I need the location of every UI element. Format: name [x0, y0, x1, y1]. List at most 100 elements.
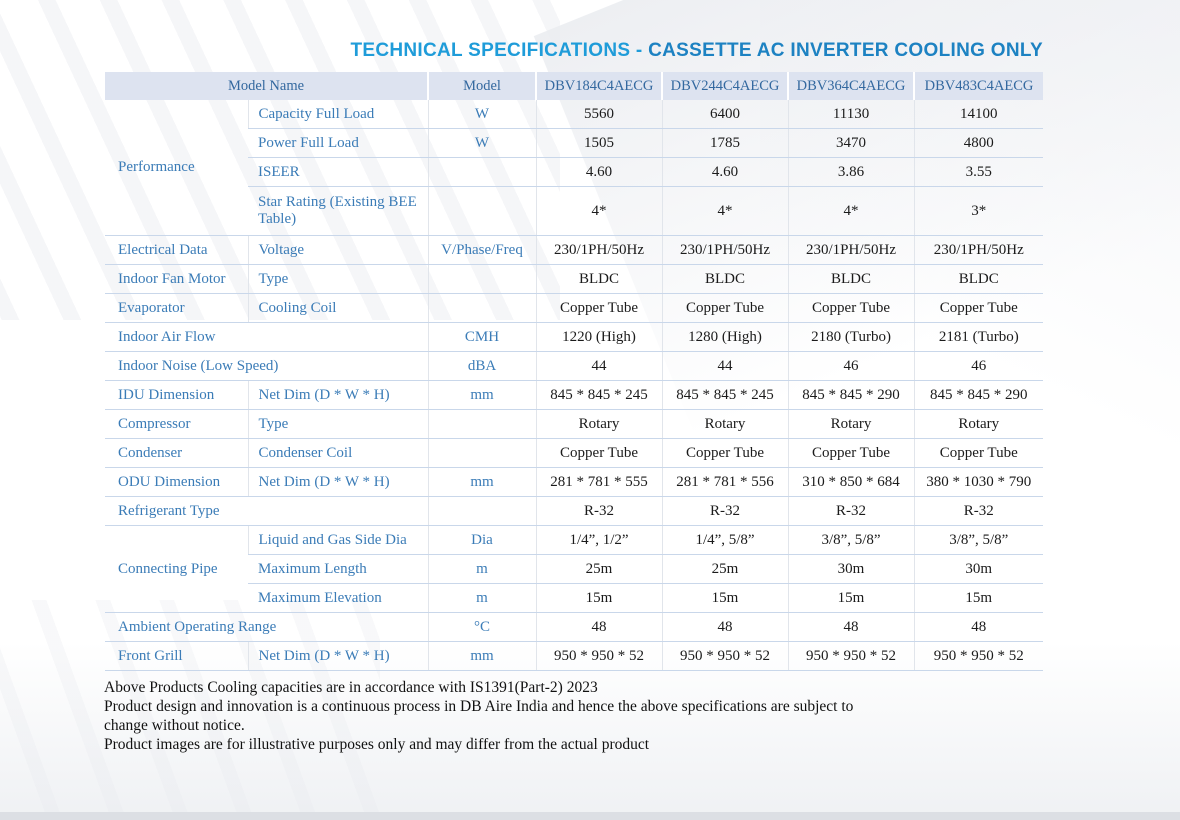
header-model-label: Model — [427, 72, 537, 100]
header-model-1: DBV184C4AECG — [535, 72, 663, 100]
page-title-prefix: TECHNICAL SPECIFICATIONS - — [350, 40, 649, 61]
value-cell: BLDC — [661, 264, 789, 294]
value-cell: 46 — [913, 351, 1044, 381]
table-row: Indoor Air Flow CMH 1220 (High) 1280 (High)… — [105, 322, 1044, 352]
unit-cell: W — [427, 100, 537, 129]
spec-label-cell: Cooling Coil — [247, 293, 429, 323]
value-cell: Rotary — [661, 409, 789, 439]
unit-cell — [427, 264, 537, 294]
value-cell: 4* — [535, 186, 663, 236]
unit-cell — [427, 409, 537, 439]
specs-table: Model Name Model DBV184C4AECG DBV244C4AE… — [105, 72, 1044, 671]
value-cell: BLDC — [535, 264, 663, 294]
value-cell: 14100 — [913, 100, 1044, 129]
value-cell: 1/4”, 5/8” — [661, 525, 789, 555]
category-cell: Indoor Air Flow — [105, 322, 429, 352]
value-cell: Copper Tube — [787, 293, 915, 323]
value-cell: 3* — [913, 186, 1044, 236]
value-cell: 281 * 781 * 555 — [535, 467, 663, 497]
unit-cell: W — [427, 128, 537, 158]
footer-notes: Above Products Cooling capacities are in… — [104, 678, 896, 754]
spec-label-cell: Power Full Load — [248, 128, 429, 158]
category-cell: Front Grill — [105, 641, 248, 671]
category-cell: Refrigerant Type — [105, 496, 429, 526]
value-cell: 15m — [787, 583, 915, 613]
value-cell: 11130 — [787, 100, 915, 129]
bottom-edge-bar — [0, 812, 1180, 820]
value-cell: Copper Tube — [661, 438, 789, 468]
value-cell: 380 * 1030 * 790 — [913, 467, 1044, 497]
value-cell: 950 * 950 * 52 — [913, 641, 1044, 671]
table-row: Refrigerant Type R-32 R-32 R-32 R-32 — [105, 496, 1044, 526]
table-row: ISEER 4.60 4.60 3.86 3.55 — [105, 157, 1044, 187]
value-cell: 15m — [535, 583, 663, 613]
value-cell: 48 — [787, 612, 915, 642]
value-cell: 1280 (High) — [661, 322, 789, 352]
table-row: Condenser Condenser Coil Copper Tube Copper… — [105, 438, 1044, 468]
spec-label-cell: Voltage — [247, 235, 429, 265]
table-header-row: Model Name Model DBV184C4AECG DBV244C4AE… — [105, 72, 1044, 100]
unit-cell — [427, 438, 537, 468]
note-disclaimer: Product design and innovation is a conti… — [104, 698, 854, 734]
value-cell: Copper Tube — [913, 293, 1044, 323]
value-cell: 3470 — [787, 128, 915, 158]
value-cell: 4.60 — [661, 157, 789, 187]
value-cell: 1505 — [535, 128, 663, 158]
value-cell: Copper Tube — [787, 438, 915, 468]
value-cell: 3.55 — [913, 157, 1044, 187]
spec-label-cell: Net Dim (D * W * H) — [247, 380, 429, 410]
table-row: Compressor Type Rotary Rotary Rotary Rotary — [105, 409, 1044, 439]
value-cell: 1785 — [661, 128, 789, 158]
value-cell: BLDC — [787, 264, 915, 294]
value-cell: R-32 — [661, 496, 789, 526]
value-cell: 4.60 — [535, 157, 663, 187]
category-cell: Condenser — [105, 438, 248, 468]
table-row: Connecting Pipe Liquid and Gas Side Dia Di… — [105, 525, 1044, 613]
table-row: IDU Dimension Net Dim (D * W * H) mm 845 * … — [105, 380, 1044, 410]
value-cell: 46 — [787, 351, 915, 381]
category-cell: Indoor Noise (Low Speed) — [105, 351, 429, 381]
spec-label-cell: Maximum Elevation — [248, 583, 429, 613]
category-cell: ODU Dimension — [105, 467, 248, 497]
note-standard: Above Products Cooling capacities are in… — [104, 679, 598, 696]
category-cell: Connecting Pipe — [105, 525, 248, 613]
spec-label-cell: Star Rating (Existing BEE Table) — [248, 186, 429, 236]
value-cell: 15m — [661, 583, 789, 613]
table-row: Performance Capacity Full Load W 5560 6400 11… — [105, 100, 1044, 236]
value-cell: 30m — [913, 554, 1044, 584]
value-cell: R-32 — [913, 496, 1044, 526]
category-cell: Indoor Fan Motor — [105, 264, 248, 294]
value-cell: 2181 (Turbo) — [913, 322, 1044, 352]
value-cell: Copper Tube — [661, 293, 789, 323]
value-cell: 30m — [787, 554, 915, 584]
value-cell: 48 — [535, 612, 663, 642]
value-cell: 48 — [913, 612, 1044, 642]
spec-label-cell: Type — [247, 264, 429, 294]
table-row: Front Grill Net Dim (D * W * H) mm 950 * 95… — [105, 641, 1044, 671]
value-cell: 1/4”, 1/2” — [535, 525, 663, 555]
table-row: Indoor Fan Motor Type BLDC BLDC BLDC BLDC — [105, 264, 1044, 294]
page-title: TECHNICAL SPECIFICATIONS - CASSETTE AC I… — [105, 40, 1043, 62]
value-cell: 48 — [661, 612, 789, 642]
value-cell: 4800 — [913, 128, 1044, 158]
spec-label-cell: Capacity Full Load — [247, 100, 429, 129]
spec-label-cell: Type — [247, 409, 429, 439]
table-row: ODU Dimension Net Dim (D * W * H) mm 281 * … — [105, 467, 1044, 497]
value-cell: 230/1PH/50Hz — [787, 235, 915, 265]
category-cell: Ambient Operating Range — [105, 612, 429, 642]
note-images: Product images are for illustrative purp… — [104, 736, 650, 753]
spec-label-cell: Net Dim (D * W * H) — [247, 641, 429, 671]
spec-label-cell: Maximum Length — [248, 554, 429, 584]
value-cell: 845 * 845 * 290 — [913, 380, 1044, 410]
value-cell: 4* — [661, 186, 789, 236]
spec-label-cell: ISEER — [248, 157, 429, 187]
unit-cell: m — [427, 554, 537, 584]
value-cell: Copper Tube — [535, 293, 663, 323]
value-cell: 845 * 845 * 290 — [787, 380, 915, 410]
category-cell: Compressor — [105, 409, 248, 439]
unit-cell: CMH — [427, 322, 537, 352]
value-cell: 230/1PH/50Hz — [661, 235, 789, 265]
value-cell: Rotary — [787, 409, 915, 439]
value-cell: 3.86 — [787, 157, 915, 187]
value-cell: 25m — [535, 554, 663, 584]
